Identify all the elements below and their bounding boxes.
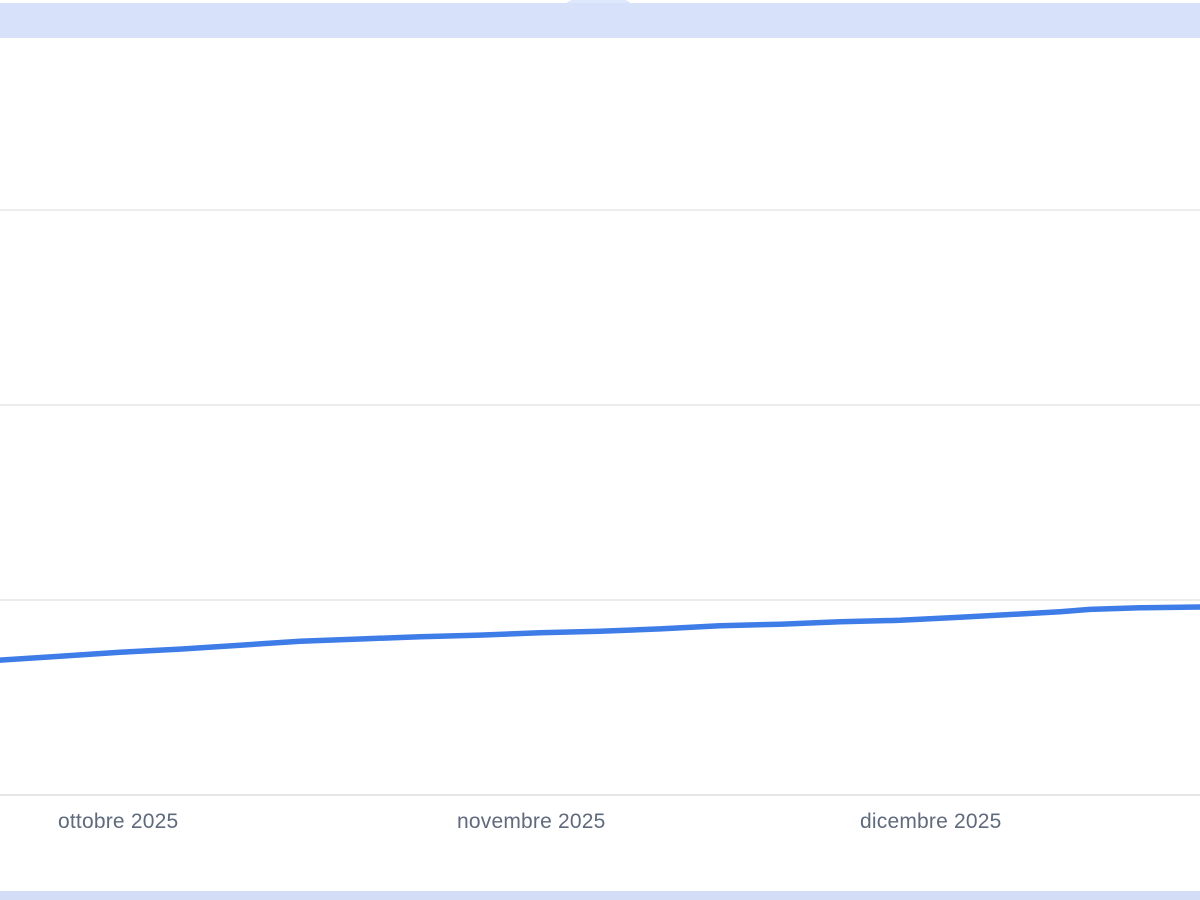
gridline: [0, 599, 1200, 601]
x-axis-label-october: ottobre 2025: [58, 810, 179, 833]
x-axis-label-december: dicembre 2025: [860, 810, 1002, 833]
x-axis-label-november: novembre 2025: [457, 810, 606, 833]
top-highlight-band: [0, 3, 1200, 38]
x-axis-line: [0, 794, 1200, 796]
gridline: [0, 209, 1200, 211]
bottom-highlight-band: [0, 891, 1200, 900]
gridline: [0, 404, 1200, 406]
chart-plot-area[interactable]: [0, 38, 1200, 795]
